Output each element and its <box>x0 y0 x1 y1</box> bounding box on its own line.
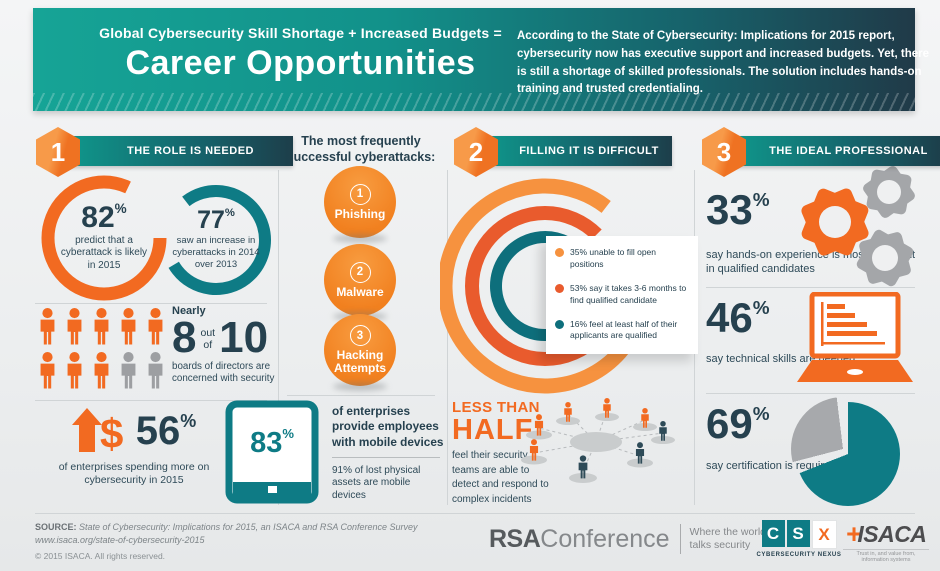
attack-circle-hacking: 3 Hacking Attempts <box>324 314 396 386</box>
person-icon <box>117 352 140 389</box>
header-banner: Global Cybersecurity Skill Shortage + In… <box>33 8 929 111</box>
tablet-outline <box>225 400 319 504</box>
stat-caption: predict that a cyberattack is likely in … <box>60 234 148 271</box>
stat-value: 82% <box>81 201 127 234</box>
section3-number: 3 <box>716 136 732 167</box>
mobile-stat-block: of enterprises provide employees with mo… <box>332 404 450 502</box>
board-number-8: 8 <box>172 313 197 362</box>
person-icon <box>90 308 113 345</box>
rank-badge: 1 <box>349 183 371 205</box>
stat-hands-on: 33% <box>706 186 770 233</box>
rsa-conference-logo: RSA Conference Where the world talks secu… <box>489 524 766 554</box>
attack-label: Hacking Attempts <box>333 348 386 375</box>
laptop-icon <box>797 292 913 382</box>
donut-chart-cyberattack-increase: 77% saw an increase in cyberattacks in 2… <box>160 184 272 296</box>
pie-slice-gray <box>791 397 895 501</box>
attack-circle-malware: 2 Malware <box>324 244 396 316</box>
section3-hexagon-badge: 3 <box>702 127 746 177</box>
section1-title: THE ROLE IS NEEDED <box>127 145 254 157</box>
header-kicker: Global Cybersecurity Skill Shortage + In… <box>99 25 502 41</box>
stat-caption: of enterprises spending more on cybersec… <box>58 461 210 487</box>
section3-header-bar: THE IDEAL PROFESSIONAL <box>726 136 940 166</box>
board-lead: Nearly <box>172 305 206 317</box>
header-intro: According to the State of Cybersecurity:… <box>517 30 930 96</box>
tablet-icon: 83% <box>224 400 320 504</box>
rsa-tagline: Where the world talks security <box>689 525 766 551</box>
divider <box>706 393 915 394</box>
isaca-tagline: Trust in, and value from, information sy… <box>843 549 929 563</box>
divider <box>278 170 279 505</box>
section2-title: FILLING IT IS DIFFICULT <box>519 145 659 157</box>
stat-value: 56% <box>135 409 197 453</box>
section3-title: THE IDEAL PROFESSIONAL <box>769 145 928 157</box>
csx-caption: CYBERSECURITY NEXUS <box>756 552 842 558</box>
divider <box>35 303 267 304</box>
donut-ring-orange <box>41 175 167 301</box>
attack-label: Malware <box>336 284 384 299</box>
isaca-logo: + ISACA Trust in, and value from, inform… <box>843 521 929 563</box>
donut-chart-cyberattack-likely: 82% predict that a cyberattack is likely… <box>40 174 168 302</box>
divider <box>287 395 435 396</box>
csx-logo: C S X CYBERSECURITY NEXUS <box>753 520 845 558</box>
spend-stat-block: $ 56% of enterprises spending more on cy… <box>36 406 232 487</box>
less-than-half-block: LESS THAN HALF feel their security teams… <box>452 399 549 505</box>
section2-header-bar: FILLING IT IS DIFFICULT <box>478 136 672 166</box>
person-icon <box>63 352 86 389</box>
difficulty-bullets-card: 35% unable to fill open positions 53% sa… <box>546 236 698 355</box>
copyright: © 2015 ISACA. All rights reserved. <box>35 551 166 561</box>
section1-header-bar: THE ROLE IS NEEDED <box>60 136 293 166</box>
stat-technical-skills: 46% <box>706 294 770 341</box>
divider <box>35 513 915 514</box>
person-icon <box>36 308 59 345</box>
stat-caption: of enterprises provide employees with mo… <box>332 404 444 449</box>
stat-value: 83% <box>250 426 294 459</box>
stat-value: 77% <box>197 206 235 235</box>
donut-ring-teal <box>161 185 271 295</box>
board-number-10: 10 <box>219 313 269 362</box>
up-arrow-dollar-icon: $ <box>71 408 123 456</box>
pie-chart-certification <box>791 397 904 510</box>
bullet-dot-teal <box>555 319 564 329</box>
page-title: Career Opportunities <box>125 44 476 82</box>
bullet-item: 35% unable to fill open positions <box>555 247 691 271</box>
board-caption: boards of directors are concerned with s… <box>172 360 275 385</box>
pictogram-board-members <box>36 308 172 389</box>
isaca-plus-mark: + <box>845 519 862 549</box>
section1-number: 1 <box>50 136 66 167</box>
bullet-item: 53% say it takes 3-6 months to find qual… <box>555 283 691 307</box>
attacks-title: The most frequently successful cyberatta… <box>286 134 436 164</box>
section2-hexagon-badge: 2 <box>454 127 498 177</box>
person-icon <box>144 308 167 345</box>
person-icon <box>90 352 113 389</box>
bullet-item: 16% feel at least half of their applican… <box>555 319 691 343</box>
stat-caption: saw an increase in cyberattacks in 2014 … <box>172 235 260 270</box>
divider <box>35 400 267 401</box>
board-out-of: out of <box>200 327 216 351</box>
bullet-dot-orange <box>555 248 564 257</box>
person-icon <box>36 352 59 389</box>
source-url: www.isaca.org/state-of-cybersecurity-201… <box>35 535 205 546</box>
section2-number: 2 <box>468 136 484 167</box>
stripes-decoration <box>33 93 915 111</box>
rank-badge: 3 <box>349 325 371 347</box>
team-network-diagram <box>521 398 675 483</box>
rank-badge: 2 <box>349 261 371 283</box>
attack-label: Phishing <box>334 206 386 221</box>
stat-note: 91% of lost physical assets are mobile d… <box>332 456 440 503</box>
divider <box>447 170 448 505</box>
attack-circle-phishing: 1 Phishing <box>324 166 396 238</box>
person-icon <box>144 352 167 389</box>
bullet-dot-orange-red <box>555 283 564 293</box>
board-stat-block: Nearly 8 out of 10 boards of directors a… <box>172 305 280 385</box>
person-icon <box>117 308 140 345</box>
source-note: SOURCE: State of Cybersecurity: Implicat… <box>35 521 418 547</box>
divider <box>679 524 681 554</box>
person-icon <box>63 308 86 345</box>
stat-certification: 69% <box>706 400 770 447</box>
svg-text:$: $ <box>100 410 123 456</box>
divider <box>706 287 915 288</box>
gears-icon <box>801 166 915 287</box>
section1-hexagon-badge: 1 <box>36 127 80 177</box>
